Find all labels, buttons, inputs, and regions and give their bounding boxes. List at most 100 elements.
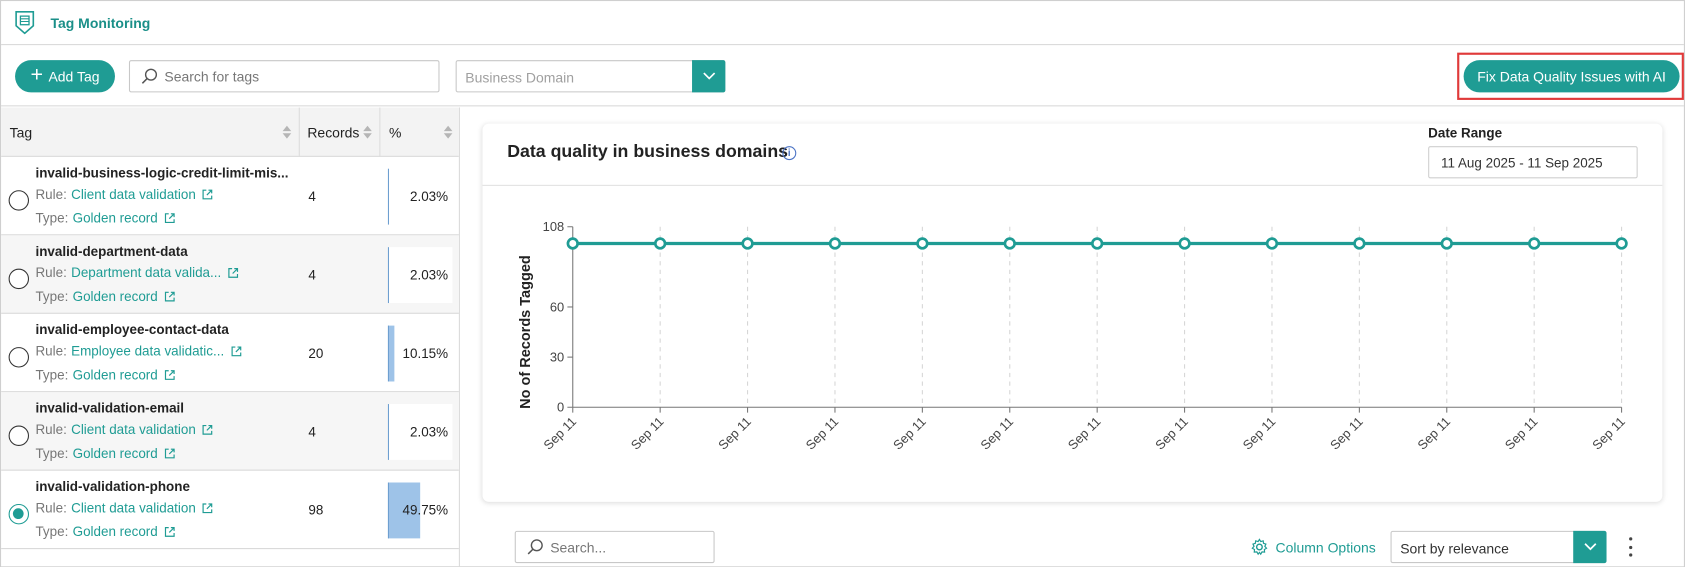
row-select-radio[interactable] [8, 268, 30, 290]
app-header: Tag Monitoring [1, 1, 1684, 46]
table-row[interactable]: invalid-validation-phone Rule: Client data… [1, 471, 459, 550]
type-link[interactable]: Golden record [72, 445, 158, 462]
x-tick-label: Sep 11 [1065, 414, 1104, 453]
data-point[interactable] [1527, 237, 1541, 250]
business-domain-select[interactable]: Business Domain [455, 60, 726, 93]
type-prefix: Type: [35, 289, 69, 305]
percent-cell: 2.03% [387, 247, 453, 304]
tag-search-box[interactable] [128, 60, 440, 93]
sort-select-value: Sort by relevance [1400, 540, 1509, 557]
data-point[interactable] [1090, 237, 1104, 250]
rule-link[interactable]: Client data validation [71, 422, 196, 438]
external-link-icon[interactable] [164, 291, 175, 302]
external-link-icon[interactable] [202, 189, 213, 200]
type-link[interactable]: Golden record [72, 289, 158, 305]
business-domain-dropdown-button[interactable] [692, 60, 726, 93]
rule-link[interactable]: Client data validation [71, 186, 196, 203]
more-options-icon[interactable] [1626, 537, 1635, 557]
percent-cell: 10.15% [387, 325, 453, 382]
x-tick-label: Sep 11 [1240, 414, 1279, 453]
row-select-radio[interactable] [8, 425, 30, 446]
record-count: 20 [308, 346, 324, 362]
percent-bar [387, 404, 390, 460]
tag-rule: Rule: Client data validation [35, 422, 213, 437]
data-point[interactable] [741, 237, 754, 250]
tag-table: Tag Records % invalid-business-logic-cre… [1, 107, 460, 567]
data-point[interactable] [1615, 237, 1628, 250]
external-link-icon[interactable] [228, 268, 239, 279]
chart-card: Data quality in business domains i Date … [482, 123, 1663, 502]
data-point[interactable] [1353, 237, 1366, 250]
record-search-box[interactable] [514, 530, 715, 564]
rule-link[interactable]: Department data valida... [71, 265, 222, 281]
x-tick-label: Sep 11 [1502, 414, 1541, 453]
type-link[interactable]: Golden record [72, 210, 158, 226]
row-select-radio[interactable] [8, 503, 30, 525]
sort-icon[interactable] [363, 125, 372, 140]
x-tick-label: Sep 11 [803, 414, 842, 453]
app-title: Tag Monitoring [50, 15, 151, 32]
record-count: 98 [308, 502, 324, 518]
tag-type: Type: Golden record [35, 289, 175, 305]
sort-select[interactable]: Sort by relevance [1390, 530, 1607, 564]
sort-icon[interactable] [443, 125, 453, 140]
record-count: 4 [308, 424, 316, 440]
row-select-radio[interactable] [8, 347, 30, 368]
chart-title: Data quality in business domains [507, 141, 789, 162]
external-link-icon[interactable] [164, 370, 175, 381]
column-options-button[interactable]: Column Options [1251, 538, 1376, 556]
external-link-icon[interactable] [202, 424, 213, 435]
external-link-icon[interactable] [164, 527, 175, 538]
x-tick-label: Sep 11 [977, 414, 1016, 453]
external-link-icon[interactable] [164, 213, 175, 224]
search-icon [141, 68, 158, 84]
external-link-icon[interactable] [231, 346, 242, 357]
table-row[interactable]: invalid-department-data Rule: Department d… [1, 235, 459, 314]
y-tick-label: 60 [550, 299, 564, 314]
fix-data-quality-button[interactable]: Fix Data Quality Issues with AI [1463, 60, 1680, 93]
y-tick-label: 0 [557, 400, 564, 415]
x-tick-label: Sep 11 [628, 414, 667, 453]
data-point[interactable] [828, 237, 842, 250]
percent-value: 2.03% [410, 267, 449, 283]
fix-button-highlight: Fix Data Quality Issues with AI [1457, 52, 1684, 100]
rule-link[interactable]: Employee data validatic... [71, 343, 225, 359]
date-range-picker[interactable]: 11 Aug 2025 - 11 Sep 2025 [1428, 146, 1638, 179]
sort-icon[interactable] [282, 125, 292, 140]
sort-dropdown-button[interactable] [1573, 530, 1607, 564]
rule-link[interactable]: Client data validation [71, 500, 196, 516]
row-select-radio[interactable] [8, 190, 30, 211]
table-row[interactable]: invalid-employee-contact-data Rule: Employ… [1, 314, 459, 393]
type-prefix: Type: [35, 210, 69, 226]
data-point[interactable] [916, 237, 929, 250]
tag-name: invalid-business-logic-credit-limit-mis.… [35, 165, 289, 181]
column-header-label: Tag [9, 124, 33, 141]
type-prefix: Type: [35, 367, 69, 383]
tag-rule: Rule: Department data valida... [35, 265, 238, 280]
type-link[interactable]: Golden record [72, 367, 158, 383]
table-row[interactable]: invalid-business-logic-credit-limit-mis.… [1, 157, 459, 236]
x-tick-label: Sep 11 [890, 414, 929, 453]
data-point[interactable] [1178, 237, 1191, 250]
record-search-input[interactable] [550, 538, 701, 556]
percent-cell: 2.03% [387, 404, 453, 460]
column-header-percent[interactable]: % [380, 107, 458, 156]
add-tag-button[interactable]: + Add Tag [15, 60, 115, 93]
info-icon[interactable]: i [782, 146, 797, 161]
external-link-icon[interactable] [164, 448, 175, 459]
tag-search-input[interactable] [164, 68, 423, 85]
external-link-icon[interactable] [202, 503, 213, 514]
data-point[interactable] [653, 237, 667, 250]
column-header-tag[interactable]: Tag [1, 107, 300, 157]
column-header-records[interactable]: Records [300, 107, 381, 157]
data-point[interactable] [1003, 237, 1016, 250]
column-header-label: Records [307, 124, 360, 141]
chevron-down-icon [702, 72, 715, 80]
add-tag-label: Add Tag [48, 68, 100, 85]
data-point[interactable] [1265, 237, 1279, 250]
table-row[interactable]: invalid-validation-email Rule: Client data… [1, 392, 459, 471]
data-point[interactable] [566, 237, 579, 250]
line-chart: 0 30 60 108 Sep 11 Sep 11 Sep 11 Sep 11 Sep 11 Se… [518, 219, 1628, 453]
type-link[interactable]: Golden record [72, 524, 158, 540]
data-point[interactable] [1440, 237, 1453, 250]
